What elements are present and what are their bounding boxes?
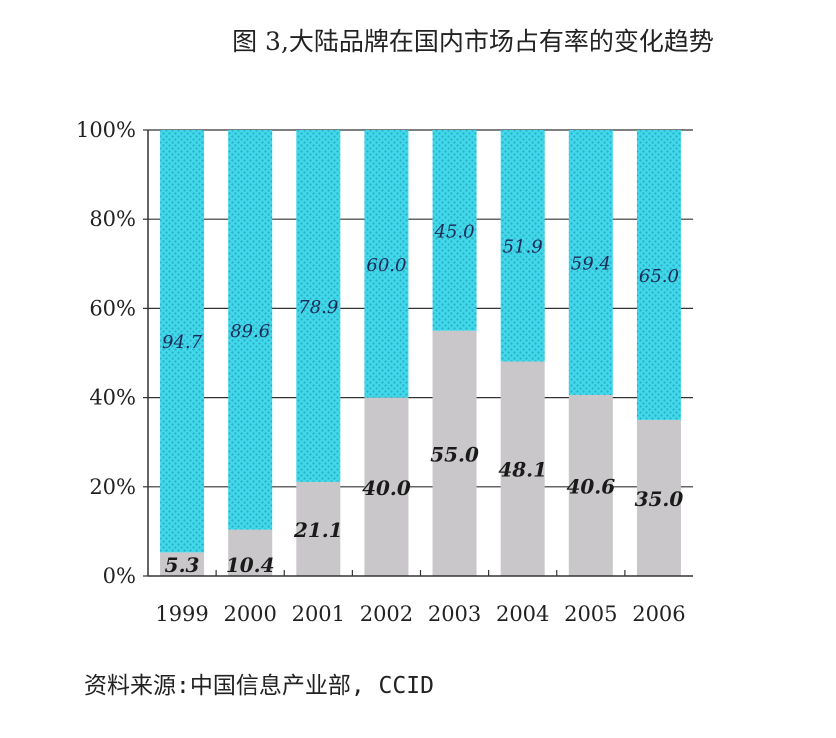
data-label: 10.4 [226,553,275,577]
y-tick-label: 0% [103,564,136,588]
bar-segment-top [296,130,341,482]
x-tick-label: 2000 [223,602,276,626]
bar-segment-top [500,130,545,362]
data-label: 65.0 [639,266,679,287]
data-label: 55.0 [430,442,479,466]
bar-segment-top [432,130,477,331]
bar-segment-bottom [228,529,273,576]
data-label: 48.1 [498,458,547,482]
data-label: 60.0 [366,255,406,276]
x-tick-label: 1999 [155,602,208,626]
x-tick-label: 2006 [632,602,685,626]
bar-segment-top [364,130,409,398]
x-tick-label: 2001 [292,602,345,626]
data-label: 40.0 [362,476,411,500]
data-label: 78.9 [298,297,338,318]
y-tick-label: 100% [76,118,136,142]
y-tick-label: 80% [89,207,136,231]
bar-segment-top [160,130,205,553]
bar-segment-top [228,130,273,530]
bar-segment-bottom [160,552,205,576]
bar-segment-bottom [568,394,613,576]
data-label: 35.0 [635,487,684,511]
bar-segment-bottom [296,481,341,576]
x-tick-label: 2003 [428,602,481,626]
bar-segment-top [568,130,613,395]
x-tick-label: 2002 [360,602,413,626]
y-tick-label: 40% [89,386,136,410]
data-label: 94.7 [162,332,203,353]
data-label: 21.1 [293,518,343,542]
bar-segment-bottom [364,397,409,576]
y-tick-label: 60% [89,296,136,320]
y-tick-label: 20% [89,475,136,499]
bar-segment-bottom [500,361,545,576]
source-note: 资料来源:中国信息产业部, CCID [84,673,434,699]
bar-segment-bottom [432,330,477,576]
x-tick-label: 2005 [564,602,617,626]
data-label: 5.3 [165,553,200,577]
data-label: 51.9 [503,237,543,258]
chart-title: 图 3,大陆品牌在国内市场占有率的变化趋势 [232,27,714,56]
data-label: 40.6 [566,474,615,498]
data-label: 89.6 [230,321,270,342]
bar-segment-top [636,130,681,420]
bar-segment-bottom [636,419,681,576]
data-label: 45.0 [434,221,475,242]
x-tick-label: 2004 [496,602,549,626]
data-label: 59.4 [571,253,611,274]
